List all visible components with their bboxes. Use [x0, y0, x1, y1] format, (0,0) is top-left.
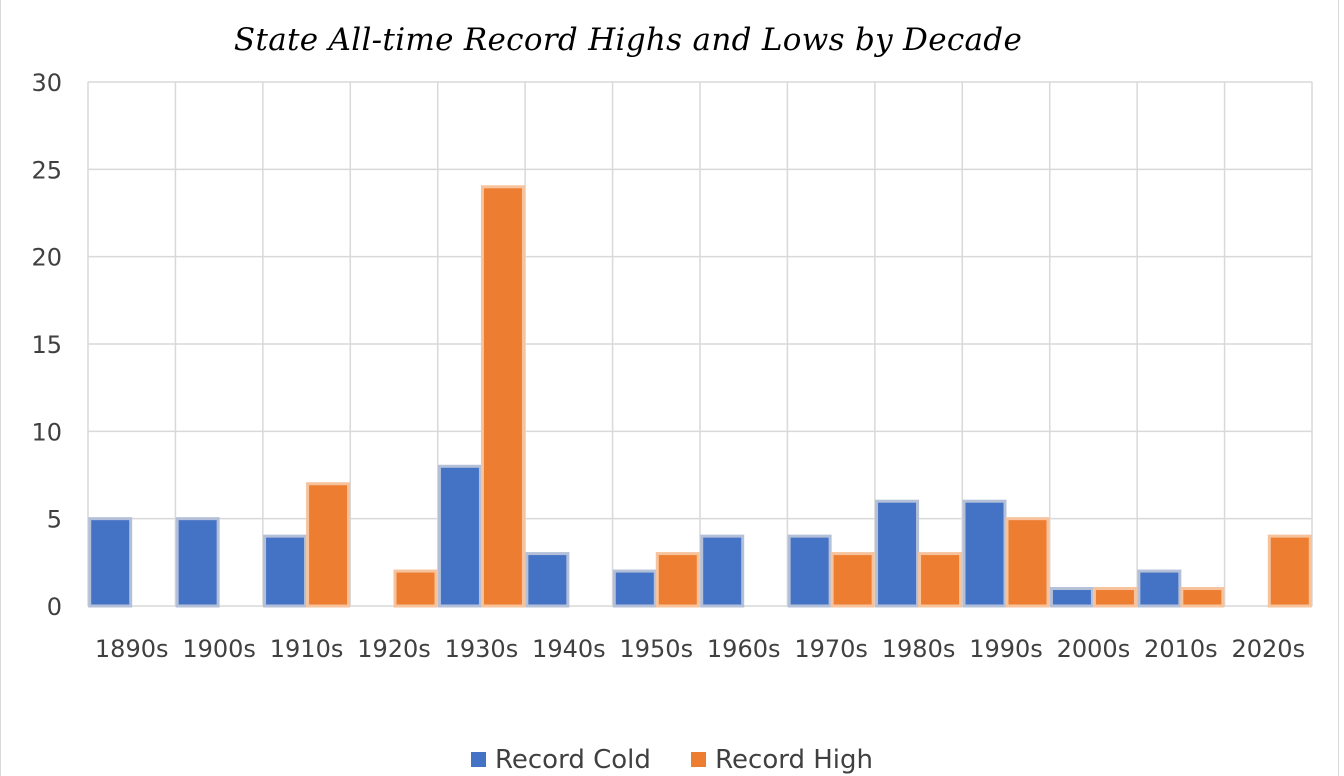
legend-swatch-record-high	[691, 752, 707, 767]
bar-record-high-1910s	[306, 482, 351, 608]
x-tick-label-1890s: 1890s	[95, 635, 169, 663]
y-axis-ticks: 0 5 10 15 20 25 30	[31, 69, 62, 621]
bar-record-cold-1950s	[612, 569, 657, 608]
x-tick-label-1950s: 1950s	[619, 635, 693, 663]
bar-record-high-2020s	[1267, 534, 1312, 608]
x-axis-ticks: 1890s 1900s 1910s 1920s 1930s 1940s 1950s 1960s…	[95, 635, 1305, 663]
x-tick-label-2020s: 2020s	[1231, 635, 1305, 663]
bar-record-high-1970s	[830, 552, 875, 608]
chart-edge	[1338, 0, 1339, 776]
gridlines	[87, 81, 1313, 607]
y-tick-label-25: 25	[31, 156, 62, 184]
x-tick-label-1990s: 1990s	[969, 635, 1043, 663]
bar-record-cold-1890s	[88, 517, 133, 608]
bar-record-high-1980s	[918, 552, 963, 608]
y-tick-label-30: 30	[31, 69, 62, 97]
bar-record-cold-1940s	[525, 552, 570, 608]
y-tick-label-0: 0	[47, 593, 62, 621]
bar-record-high-1990s	[1005, 517, 1050, 608]
bar-record-cold-2000s	[1049, 587, 1094, 608]
y-tick-label-10: 10	[31, 418, 62, 446]
x-tick-label-1910s: 1910s	[270, 635, 344, 663]
bar-record-high-1930s	[480, 185, 525, 608]
bar-record-high-1950s	[655, 552, 700, 608]
x-tick-label-1930s: 1930s	[445, 635, 519, 663]
x-tick-label-1970s: 1970s	[794, 635, 868, 663]
bar-record-high-2010s	[1180, 587, 1225, 608]
legend-item-record-cold: Record Cold	[470, 744, 651, 775]
legend-item-record-high: Record High	[691, 745, 873, 775]
x-tick-label-1940s: 1940s	[532, 635, 606, 663]
x-tick-label-2000s: 2000s	[1057, 635, 1131, 663]
bar-record-cold-1990s	[962, 499, 1007, 608]
x-tick-label-1900s: 1900s	[182, 635, 256, 663]
legend-swatch-record-cold	[470, 752, 486, 767]
x-tick-label-1920s: 1920s	[357, 635, 431, 663]
bar-record-cold-1900s	[175, 517, 220, 608]
y-tick-label-20: 20	[31, 244, 62, 272]
y-tick-label-15: 15	[31, 331, 62, 359]
x-tick-label-2010s: 2010s	[1144, 635, 1218, 663]
y-tick-label-5: 5	[47, 506, 62, 534]
bar-record-cold-2010s	[1137, 569, 1182, 608]
bars	[88, 185, 1312, 608]
bar-record-cold-1910s	[263, 534, 308, 608]
bar-record-cold-1970s	[787, 534, 832, 608]
bar-record-cold-1960s	[700, 534, 745, 608]
bar-record-cold-1980s	[875, 499, 920, 608]
x-tick-label-1960s: 1960s	[707, 635, 781, 663]
legend-label-record-high: Record High	[715, 744, 873, 775]
legend: Record Cold Record High	[0, 744, 1344, 775]
bar-record-cold-1930s	[437, 464, 482, 608]
x-tick-label-1980s: 1980s	[882, 635, 956, 663]
bar-record-high-2000s	[1092, 587, 1137, 608]
legend-label-record-cold: Record Cold	[494, 744, 651, 775]
bar-record-high-1920s	[393, 569, 438, 608]
chart-title: State All-time Record Highs and Lows by …	[233, 22, 1023, 58]
